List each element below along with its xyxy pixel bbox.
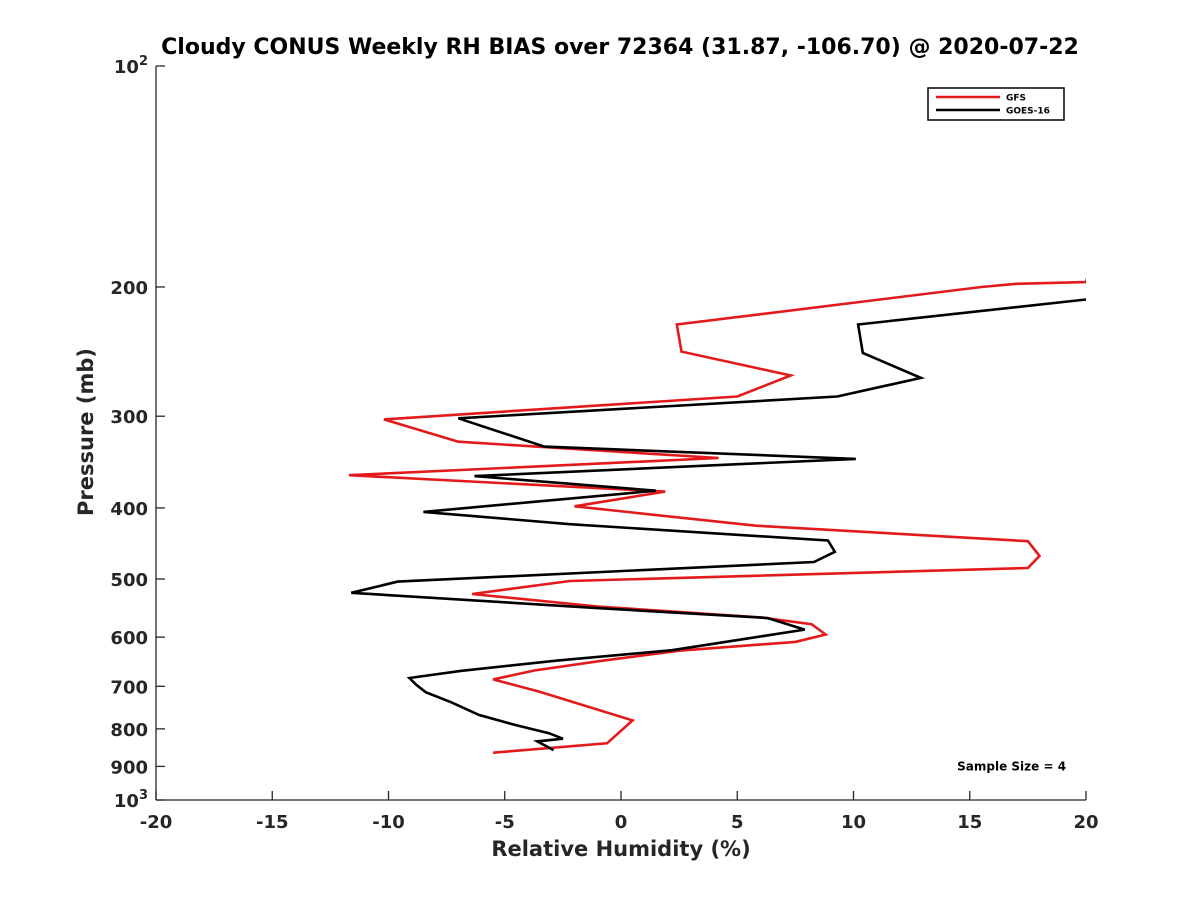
series-line-goes-16 [350,298,1086,752]
chart-title: Cloudy CONUS Weekly RH BIAS over 72364 (… [161,35,1079,60]
y-tick-label: 700 [110,677,148,698]
y-tick-label: 400 [110,499,148,520]
x-tick-label: 0 [615,812,628,833]
sample-size-annotation: Sample Size = 4 [957,759,1066,773]
y-tick-label: 200 [110,278,148,299]
y-tick-label-power: 103 [114,788,148,812]
y-tick-label: 900 [110,757,148,778]
x-axis-label: Relative Humidity (%) [491,837,750,861]
x-tick-label: -20 [140,812,173,833]
series-line-gfs [348,277,1086,754]
y-tick-label: 300 [110,407,148,428]
plot-area: -20 -15 -10 -5 0 5 10 15 20102200300400500600700… [110,54,1098,833]
x-tick-label: -10 [372,812,405,833]
x-tick-label: 10 [841,812,866,833]
legend-label: GOES-16 [1006,107,1050,117]
y-axis-label: Pressure (mb) [74,348,98,516]
legend-label: GFS [1006,94,1026,104]
x-tick-label: -5 [495,812,515,833]
x-tick-label: 20 [1073,812,1098,833]
x-tick-label: 5 [731,812,744,833]
y-tick-label: 600 [110,628,148,649]
tick-base: 10 [114,57,139,78]
y-tick-label: 500 [110,570,148,591]
tick-base: 10 [114,791,139,812]
tick-exponent: 2 [139,54,148,69]
x-tick-label: 15 [957,812,982,833]
y-tick-label: 800 [110,720,148,741]
y-tick-label-power: 102 [114,54,148,78]
series-group [348,277,1086,754]
x-tick-label: -15 [256,812,289,833]
legend: GFS GOES-16 [927,87,1065,121]
tick-exponent: 3 [139,788,148,803]
legend-box [927,87,1065,121]
